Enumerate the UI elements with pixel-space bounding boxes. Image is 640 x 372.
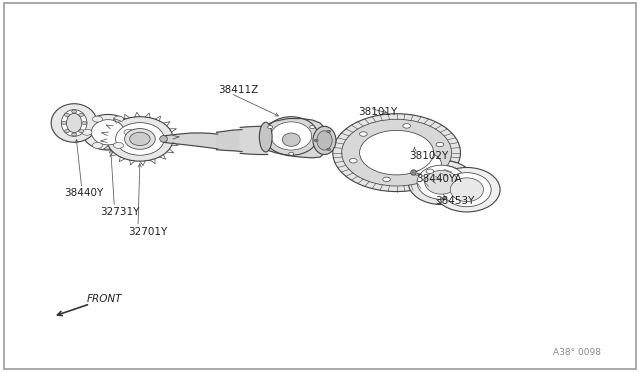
Text: 38440YA: 38440YA xyxy=(416,174,461,184)
Text: A38° 0098: A38° 0098 xyxy=(553,348,601,357)
Polygon shape xyxy=(216,130,242,151)
Circle shape xyxy=(113,142,124,148)
Ellipse shape xyxy=(264,117,318,155)
Polygon shape xyxy=(266,119,325,158)
Ellipse shape xyxy=(451,178,483,202)
Ellipse shape xyxy=(313,126,336,154)
Text: FRONT: FRONT xyxy=(87,294,122,304)
Ellipse shape xyxy=(130,132,150,145)
Circle shape xyxy=(426,169,434,173)
Circle shape xyxy=(82,129,92,135)
Ellipse shape xyxy=(259,122,272,152)
Ellipse shape xyxy=(360,131,434,175)
Ellipse shape xyxy=(92,120,125,145)
Circle shape xyxy=(436,142,444,147)
Ellipse shape xyxy=(342,119,452,186)
Circle shape xyxy=(72,110,77,113)
Circle shape xyxy=(326,130,330,132)
Ellipse shape xyxy=(396,147,449,180)
Ellipse shape xyxy=(160,136,168,142)
Text: 38102Y: 38102Y xyxy=(410,151,449,161)
Text: 32701Y: 32701Y xyxy=(129,227,168,237)
Circle shape xyxy=(65,129,70,132)
Circle shape xyxy=(383,177,390,182)
Text: 32731Y: 32731Y xyxy=(100,207,139,217)
Ellipse shape xyxy=(282,133,300,146)
Circle shape xyxy=(314,139,318,141)
Circle shape xyxy=(326,148,330,151)
Text: 38101Y: 38101Y xyxy=(358,107,397,117)
Ellipse shape xyxy=(417,165,466,199)
Text: 38411Z: 38411Z xyxy=(218,85,258,94)
Circle shape xyxy=(349,158,357,163)
Ellipse shape xyxy=(425,170,458,194)
Ellipse shape xyxy=(443,173,491,207)
Ellipse shape xyxy=(125,129,156,149)
Polygon shape xyxy=(240,126,268,154)
Circle shape xyxy=(310,126,315,129)
Circle shape xyxy=(92,116,102,122)
Circle shape xyxy=(92,142,102,148)
Ellipse shape xyxy=(107,117,173,161)
Text: 38453Y: 38453Y xyxy=(435,196,474,206)
Ellipse shape xyxy=(61,110,87,137)
Circle shape xyxy=(360,132,367,136)
Circle shape xyxy=(82,122,87,125)
Polygon shape xyxy=(164,133,218,149)
Circle shape xyxy=(61,122,67,125)
Ellipse shape xyxy=(271,122,312,150)
Circle shape xyxy=(124,129,134,135)
Circle shape xyxy=(268,126,273,129)
Circle shape xyxy=(403,124,410,128)
Circle shape xyxy=(113,116,124,122)
Circle shape xyxy=(79,129,84,132)
Circle shape xyxy=(79,113,84,116)
Ellipse shape xyxy=(408,160,474,205)
Ellipse shape xyxy=(434,167,500,212)
Circle shape xyxy=(65,113,70,116)
Ellipse shape xyxy=(116,123,164,155)
Text: 38440Y: 38440Y xyxy=(65,188,104,198)
Circle shape xyxy=(289,152,294,155)
Ellipse shape xyxy=(51,104,97,142)
Ellipse shape xyxy=(333,114,461,192)
Ellipse shape xyxy=(317,131,332,150)
Ellipse shape xyxy=(83,115,134,150)
Ellipse shape xyxy=(403,152,442,176)
Circle shape xyxy=(72,133,77,136)
Ellipse shape xyxy=(67,113,82,133)
